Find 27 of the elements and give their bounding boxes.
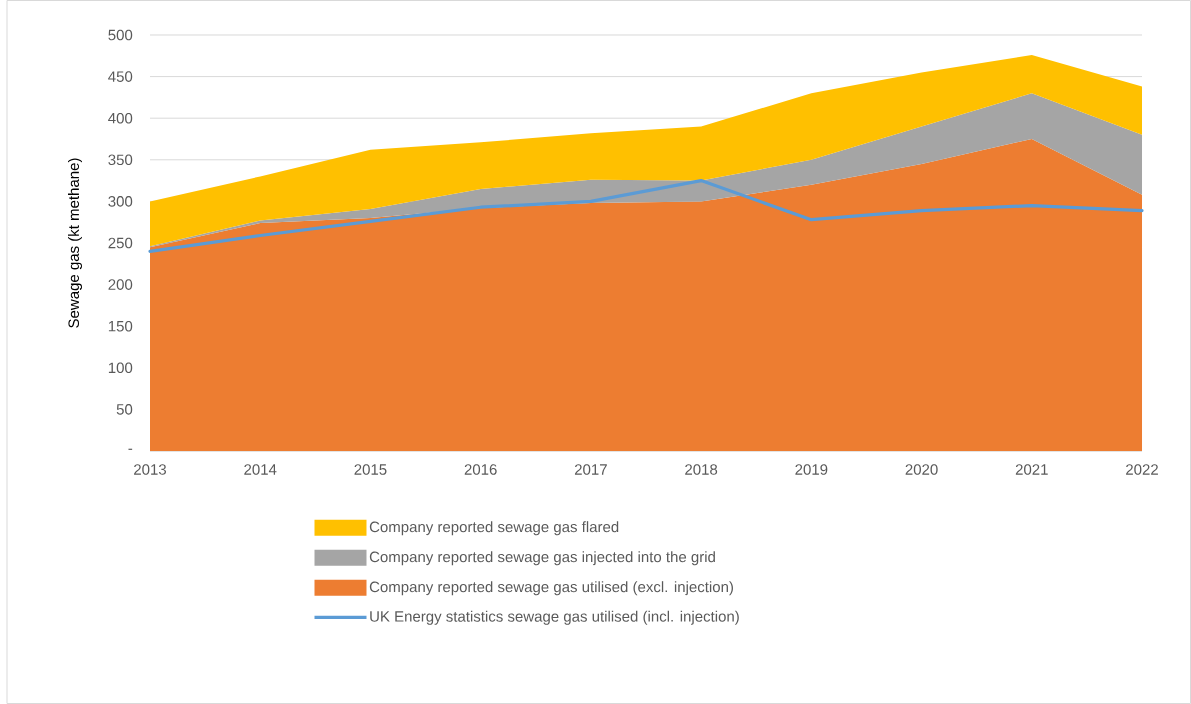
x-tick-label: 2022 <box>1126 464 1158 475</box>
y-tick-label: 300 <box>108 196 133 207</box>
y-tick-label: 400 <box>108 112 133 124</box>
x-tick-label: 2016 <box>464 464 497 475</box>
y-tick-label: - <box>128 448 133 450</box>
y-tick-label: 500 <box>108 29 133 41</box>
legend-label: UK Energy statistics sewage gas utilised (incl. injection) <box>370 610 739 625</box>
x-tick-label: 2021 <box>1015 464 1048 475</box>
y-tick-label: 350 <box>108 154 133 166</box>
legend-label: Company reported sewage gas injected into the grid <box>369 551 715 566</box>
y-tick-label: 50 <box>116 404 133 415</box>
y-axis-title: Sewage gas (kt methane) <box>68 158 82 328</box>
x-tick-label: 2013 <box>134 464 167 475</box>
x-tick-label: 2014 <box>244 464 277 475</box>
legend-label: Company reported sewage gas flared <box>369 521 619 536</box>
y-tick-label: 250 <box>108 237 133 249</box>
y-tick-label: 200 <box>108 279 133 290</box>
line-series <box>148 179 1144 253</box>
y-tick-label: 100 <box>108 362 133 374</box>
x-tick-label: 2019 <box>795 464 828 475</box>
x-tick-label: 2018 <box>685 464 718 475</box>
x-tick-label: 2020 <box>905 464 938 475</box>
y-tick-label: 450 <box>108 71 133 82</box>
y-tick-label: 150 <box>108 320 133 332</box>
legend-label: Company reported sewage gas utilised (excl. injection) <box>369 581 733 596</box>
x-tick-label: 2017 <box>574 464 607 475</box>
x-tick-label: 2015 <box>354 464 387 475</box>
